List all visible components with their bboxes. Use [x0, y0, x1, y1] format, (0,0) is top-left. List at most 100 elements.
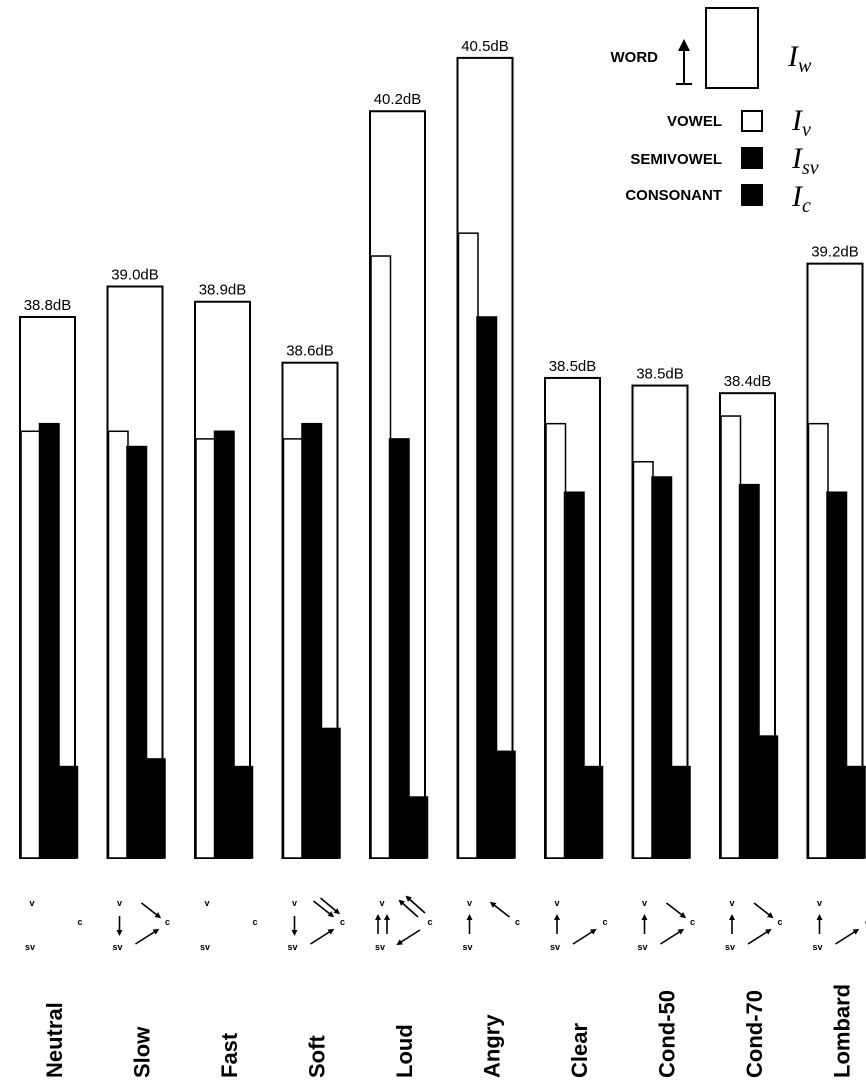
- bar-vowel: [807, 422, 829, 859]
- category-label: Clear: [567, 1023, 592, 1078]
- bar-group-cond-50: 38.5dB Cond-50: [631, 366, 691, 1078]
- consonant-up-left-arrow-icon: [405, 895, 426, 914]
- vowel-marker: v: [204, 898, 209, 908]
- change-indicator-slow: v sv c: [112, 898, 170, 952]
- legend-swatch-consonant: [741, 184, 763, 206]
- semivowel-marker: sv: [200, 942, 210, 952]
- semivowel-up-right-arrow-icon: [572, 928, 597, 945]
- consonant-down-right-arrow-icon: [666, 902, 687, 919]
- bar-group-cond-70: 38.4dB Cond-70: [719, 373, 779, 1078]
- bar-vowel: [20, 430, 42, 859]
- legend-symbol-consonant: Ic: [791, 180, 811, 217]
- word-intensity-label: 39.0dB: [111, 267, 159, 284]
- word-intensity-label: 39.2dB: [811, 244, 859, 261]
- vowel-marker: v: [729, 898, 734, 908]
- semivowel-up-right-arrow-icon: [310, 928, 335, 945]
- semivowel-marker: sv: [112, 942, 122, 952]
- bar-semivowel: [651, 476, 673, 859]
- legend-label-vowel: VOWEL: [667, 113, 722, 130]
- semivowel-marker: sv: [287, 942, 297, 952]
- legend: WORD Iw VOWEL Iv SEMIVOWEL Isv CONSONANT…: [611, 7, 819, 217]
- consonant-up-left-arrow-icon: [398, 899, 419, 918]
- legend-label-word: WORD: [611, 49, 659, 66]
- bar-vowel: [282, 438, 304, 859]
- bar-semivowel: [301, 422, 323, 859]
- legend-label-consonant: CONSONANT: [625, 187, 722, 204]
- bar-semivowel: [213, 430, 235, 859]
- change-indicator-soft: v sv c: [287, 897, 345, 952]
- category-label: Slow: [130, 1026, 155, 1078]
- legend-swatch-word: [705, 7, 759, 89]
- change-indicator-fast: v sv c: [200, 898, 258, 952]
- change-indicator-lombard: v sv c: [812, 898, 866, 952]
- vowel-marker: v: [817, 898, 822, 908]
- consonant-marker: c: [865, 917, 866, 927]
- consonant-marker: c: [77, 917, 82, 927]
- vowel-marker: v: [292, 898, 297, 908]
- change-indicator-cond-70: v sv c: [725, 898, 783, 952]
- vowel-marker: v: [467, 898, 472, 908]
- bar-vowel: [457, 232, 479, 859]
- semivowel-marker: sv: [25, 942, 35, 952]
- legend-swatch-semivowel: [741, 147, 763, 169]
- bar-vowel: [107, 430, 129, 859]
- category-label: Neutral: [42, 1002, 67, 1078]
- consonant-marker: c: [602, 917, 607, 927]
- semivowel-marker: sv: [550, 942, 560, 952]
- category-label: Cond-70: [742, 990, 767, 1078]
- legend-symbol-word: Iw: [787, 40, 812, 77]
- consonant-marker: c: [165, 917, 170, 927]
- word-intensity-label: 38.5dB: [636, 366, 684, 383]
- bar-semivowel: [126, 445, 148, 859]
- bar-group-lombard: 39.2dB Lombard: [806, 244, 866, 1078]
- change-indicators: v sv c v sv c v sv c v sv c v sv c v sv c v sv c v sv c v sv c v sv c: [25, 895, 866, 952]
- consonant-down-right-arrow-icon: [313, 900, 335, 918]
- bar-group-angry: 40.5dB Angry: [456, 38, 516, 1078]
- semivowel-down-left-arrow-icon: [396, 929, 421, 946]
- category-label: Angry: [480, 1014, 505, 1078]
- word-intensity-label: 40.5dB: [461, 38, 509, 55]
- bar-semivowel: [563, 491, 585, 859]
- consonant-marker: c: [690, 917, 695, 927]
- bar-semivowel: [826, 491, 848, 859]
- consonant-marker: c: [777, 917, 782, 927]
- vowel-marker: v: [29, 898, 34, 908]
- semivowel-marker: sv: [725, 942, 735, 952]
- category-label: Cond-50: [655, 990, 680, 1078]
- consonant-up-left-arrow-icon: [489, 901, 510, 918]
- word-intensity-label: 40.2dB: [374, 91, 422, 108]
- bar-consonant: [757, 735, 779, 859]
- semivowel-up-right-arrow-icon: [660, 928, 685, 945]
- change-indicator-cond-50: v sv c: [637, 898, 695, 952]
- semivowel-marker: sv: [375, 942, 385, 952]
- consonant-down-right-arrow-icon: [319, 897, 341, 915]
- bar-consonant: [57, 765, 79, 859]
- semivowel-up-right-arrow-icon: [135, 928, 160, 945]
- vowel-marker: v: [642, 898, 647, 908]
- bar-consonant: [144, 758, 166, 859]
- bar-consonant: [844, 765, 866, 859]
- bar-semivowel: [388, 438, 410, 859]
- legend-symbol-vowel: Iv: [791, 104, 811, 141]
- semivowel-marker: sv: [637, 942, 647, 952]
- legend-swatch-vowel: [741, 110, 763, 132]
- bar-consonant: [319, 727, 341, 859]
- word-intensity-label: 38.4dB: [724, 373, 772, 390]
- bar-group-slow: 39.0dB Slow: [106, 267, 166, 1078]
- word-intensity-label: 38.6dB: [286, 343, 334, 360]
- change-indicator-neutral: v sv c: [25, 898, 83, 952]
- legend-symbol-semivowel: Isv: [791, 142, 819, 179]
- category-label: Soft: [305, 1035, 330, 1078]
- bar-vowel: [545, 422, 567, 859]
- category-label: Fast: [217, 1032, 242, 1078]
- vowel-marker: v: [117, 898, 122, 908]
- semivowel-marker: sv: [812, 942, 822, 952]
- consonant-marker: c: [427, 917, 432, 927]
- bar-consonant: [669, 765, 691, 859]
- legend-label-semivowel: SEMIVOWEL: [630, 151, 722, 168]
- consonant-marker: c: [515, 917, 520, 927]
- consonant-down-right-arrow-icon: [753, 902, 774, 919]
- vowel-marker: v: [379, 898, 384, 908]
- bar-semivowel: [38, 422, 60, 859]
